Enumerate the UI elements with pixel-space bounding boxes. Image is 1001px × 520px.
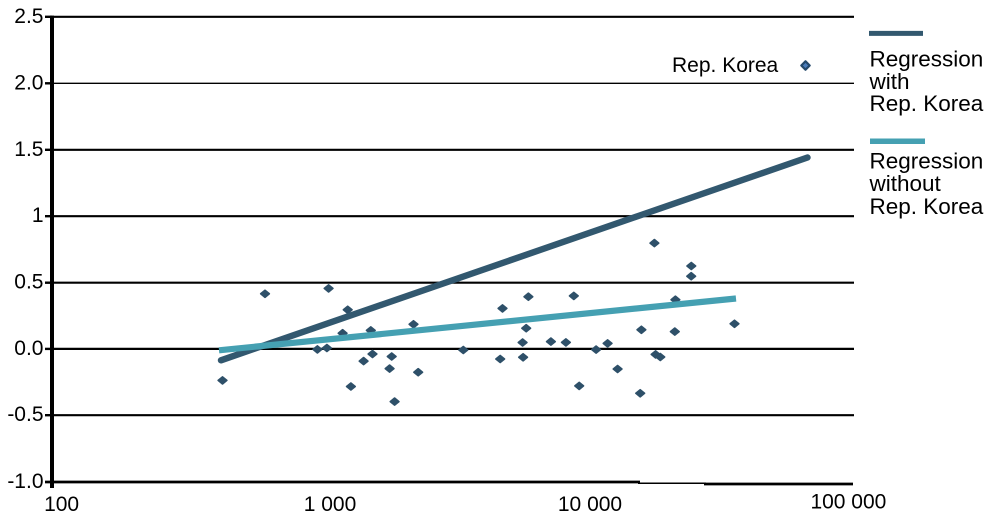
svg-text:1 000: 1 000 [304, 493, 357, 516]
svg-text:Regression: Regression [870, 46, 984, 71]
svg-text:with: with [869, 69, 910, 94]
svg-text:1: 1 [32, 204, 44, 227]
svg-text:100: 100 [44, 493, 79, 516]
svg-text:Rep. Korea: Rep. Korea [870, 194, 984, 219]
svg-text:Rep. Korea: Rep. Korea [870, 91, 984, 116]
svg-text:2.5: 2.5 [14, 5, 43, 28]
svg-text:without: without [869, 171, 942, 196]
svg-text:100 000: 100 000 [810, 491, 886, 514]
svg-text:1.5: 1.5 [14, 138, 43, 161]
svg-text:2.0: 2.0 [14, 71, 43, 94]
svg-text:10 000: 10 000 [558, 493, 622, 516]
svg-text:Regression: Regression [870, 149, 984, 174]
svg-text:-0.5: -0.5 [7, 403, 43, 426]
svg-text:0.5: 0.5 [14, 271, 43, 294]
svg-text:Rep. Korea: Rep. Korea [672, 54, 779, 77]
svg-text:-1.0: -1.0 [7, 470, 43, 493]
svg-text:0.0: 0.0 [14, 337, 43, 360]
